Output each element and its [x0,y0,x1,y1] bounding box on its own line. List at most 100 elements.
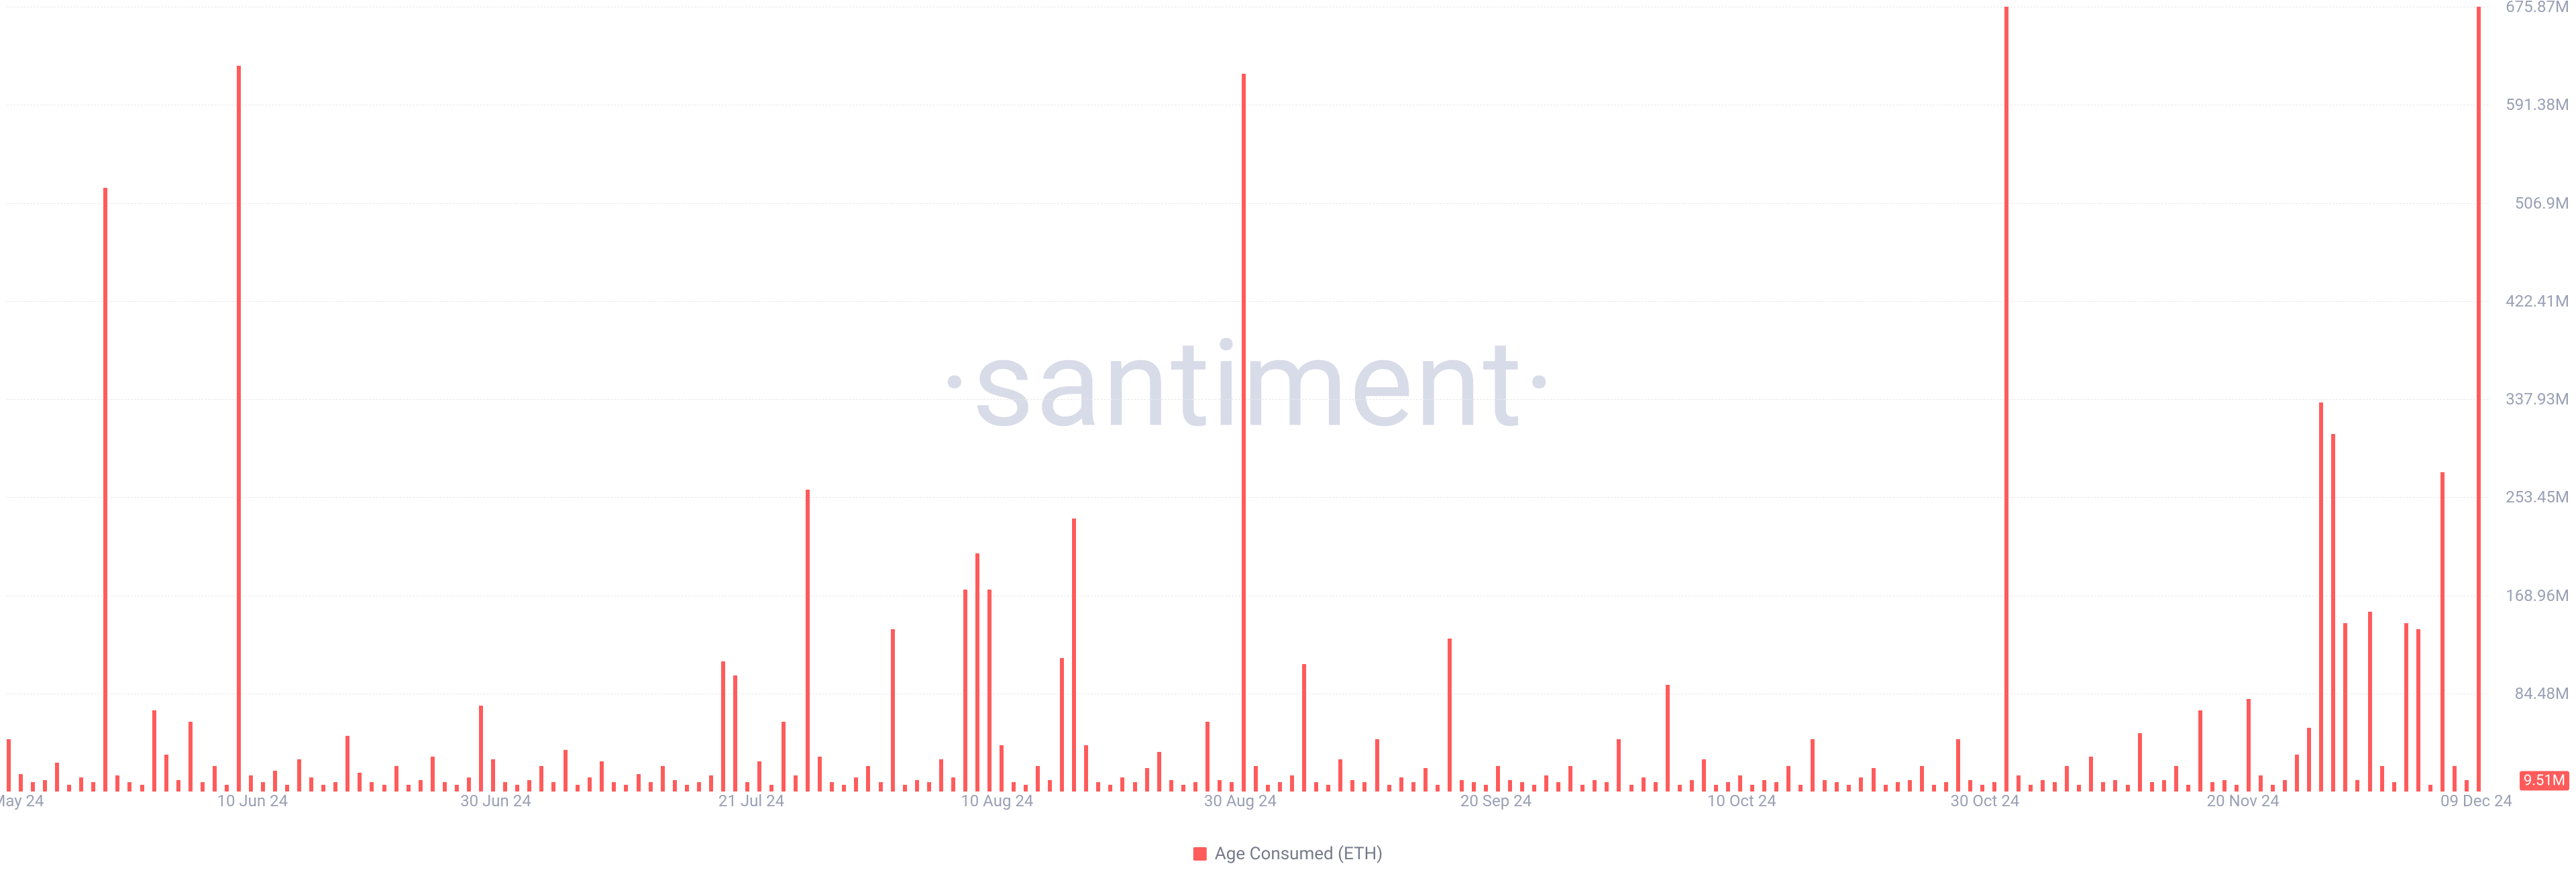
bar-series [7,7,2489,792]
bar [1484,785,1488,792]
bar [1823,780,1827,792]
bar [176,780,180,792]
bar [1266,785,1270,792]
bar [2477,7,2481,792]
plot-area: ·santiment· [7,7,2489,792]
bar [1278,782,1282,792]
bar [794,775,798,792]
bar [1290,775,1294,792]
bar [2368,612,2372,792]
bar [1350,780,1354,792]
bar [1811,739,1815,792]
bar [2065,766,2069,792]
bar [1338,759,1342,792]
bar [249,775,253,792]
bar [1726,782,1730,792]
bar [213,766,217,792]
bar [854,777,858,792]
bar [2404,623,2408,792]
bar [2307,728,2311,792]
bar [769,785,773,792]
y-tick-label: 337.93M [2506,390,2569,408]
bar [1108,785,1112,792]
bar [551,782,555,792]
x-tick-label: 30 Oct 24 [1950,792,2019,810]
bar [140,785,144,792]
bar [1956,739,1960,792]
bar [2465,780,2469,792]
bar [2162,780,2166,792]
bar [2319,402,2323,792]
bar [309,777,313,792]
x-tick-label: 10 Oct 24 [1707,792,1776,810]
bar [7,739,11,792]
y-tick-label: 84.48M [2515,684,2569,703]
bar [1678,785,1682,792]
bar [491,759,495,792]
bar [1556,782,1560,792]
bar [431,757,435,792]
bar [1060,658,1064,792]
y-tick-label: 506.9M [2515,194,2569,213]
x-tick-label: 20 Nov 24 [2207,792,2279,810]
bar [1799,785,1803,792]
bar [189,722,193,792]
bar [1980,785,1984,792]
bar [1399,777,1403,792]
bar [2343,623,2347,792]
bar [2004,7,2008,792]
bar [127,782,131,792]
bar [2428,785,2432,792]
bar [115,775,119,792]
bar [515,785,519,792]
x-tick-label: 10 Aug 24 [961,792,1033,810]
bar [903,785,907,792]
bar [564,750,568,792]
bar [1835,782,1839,792]
bar [1750,785,1754,792]
bar [1193,782,1197,792]
bar [1568,766,1572,792]
bar [782,722,786,792]
bar [1254,766,1258,792]
bar [2053,782,2057,792]
bar [963,590,967,792]
bar [297,759,301,792]
x-tick-label: 21 May 24 [0,792,44,810]
x-tick-label: 30 Jun 24 [460,792,531,810]
bar [915,780,919,792]
legend-swatch [1193,847,1207,861]
bar [455,785,459,792]
bar [1714,785,1718,792]
bar [237,66,241,792]
bar [637,774,641,792]
bar [2416,629,2420,792]
bar [1762,780,1766,792]
bar [1242,74,1246,792]
bar [757,761,761,792]
bar [1362,782,1366,792]
bar [1544,775,1548,792]
bar [2283,780,2287,792]
bar [1859,777,1863,792]
bar [152,710,156,792]
bar [358,773,362,792]
legend-label: Age Consumed (ETH) [1215,844,1383,864]
bar [2331,434,2335,792]
bar [1532,785,1536,792]
bar [661,766,665,792]
bar [1908,780,1912,792]
bar [1120,777,1124,792]
bar [1326,785,1330,792]
bar [649,782,653,792]
bar [1375,739,1379,792]
bar [1605,782,1609,792]
bar [1230,782,1234,792]
bar [67,785,71,792]
bar [2198,710,2202,792]
bar [1642,777,1646,792]
bar [2235,785,2239,792]
bar [261,782,265,792]
bar [1036,766,1040,792]
bar [2295,755,2299,792]
